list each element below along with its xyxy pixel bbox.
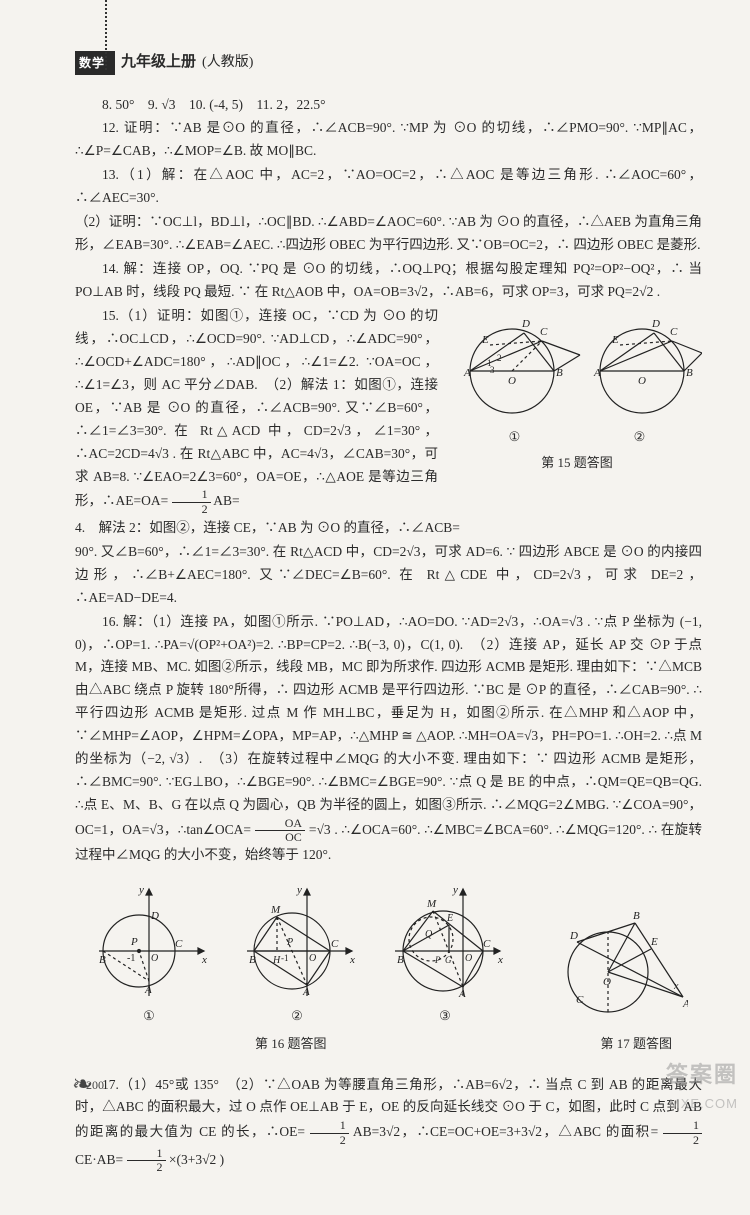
svg-text:D: D: [651, 318, 660, 330]
fig16-2-label: ②: [237, 1005, 357, 1027]
svg-text:B: B: [686, 367, 693, 379]
problem-13-2: （2）证明：∵OC⊥l，BD⊥l，∴OC∥BD. ∴∠ABD=∠AOC=60°.…: [75, 211, 702, 257]
svg-text:A: A: [458, 988, 466, 1000]
svg-text:P: P: [286, 937, 293, 948]
fig16-caption: 第 16 题答图: [255, 1033, 327, 1055]
svg-text:D: D: [150, 910, 159, 922]
problem-17c-text: CE·AB=: [75, 1152, 123, 1167]
svg-text:E: E: [481, 334, 489, 346]
problem-15a-text: 15.（1）证明：如图①，连接 OC，∵CD 为 ⊙O 的切线，∴OC⊥CD，∴…: [75, 308, 438, 508]
svg-text:D: D: [569, 930, 578, 942]
figure-16-2: x y B C M A P H O -1 ②: [237, 881, 357, 1027]
watermark-cn: 答案圈: [666, 1056, 738, 1093]
svg-text:-1: -1: [127, 953, 135, 964]
fig15-label-2: ②: [634, 426, 646, 448]
problem-17d-text: ×(3+3√2 ): [169, 1152, 224, 1167]
svg-text:-1: -1: [281, 953, 289, 963]
svg-text:x: x: [349, 954, 355, 966]
figure-16-3: x y B C M E Q G P O A ③: [385, 881, 505, 1027]
grade-title: 九年级上册: [121, 50, 196, 76]
svg-text:y: y: [138, 884, 144, 896]
svg-text:E: E: [650, 936, 658, 948]
svg-text:x: x: [673, 981, 679, 992]
svg-text:B: B: [249, 954, 256, 966]
svg-text:3: 3: [490, 365, 495, 375]
problem-17: 17.（1）45°或 135° （2）∵△OAB 为等腰直角三角形，∴AB=6√…: [75, 1074, 702, 1175]
svg-text:C: C: [331, 938, 339, 950]
problem-14: 14. 解：连接 OP，OQ. ∵PQ 是 ⊙O 的切线，∴OQ⊥PQ；根据勾股…: [75, 258, 702, 304]
svg-text:B: B: [99, 954, 106, 966]
svg-text:M: M: [426, 898, 437, 910]
svg-text:H: H: [272, 955, 281, 966]
page-header: 数学 九年级上册 (人教版): [75, 50, 702, 76]
problem-12: 12. 证明：∵AB 是⊙O 的直径，∴∠ACB=90°. ∵MP 为 ⊙O 的…: [75, 117, 702, 163]
figure-15-svg: A B C D E O 1 2 3 A: [452, 311, 702, 426]
problem-13-1: 13.（1）解：在△AOC 中，AC=2，∵AO=OC=2，∴△AOC 是等边三…: [75, 164, 702, 210]
svg-text:y: y: [296, 884, 302, 896]
answers-line-8to11: 8. 50° 9. √3 10. (-4, 5) 11. 2，22.5°: [75, 94, 702, 117]
svg-text:E: E: [611, 334, 619, 346]
svg-text:x: x: [201, 954, 207, 966]
watermark: 答案圈 MXE.COM: [666, 1056, 738, 1115]
subject-badge: 数学: [75, 51, 115, 75]
svg-text:G: G: [445, 955, 452, 965]
svg-text:C: C: [483, 938, 491, 950]
figure-16-17-row: x y B C D A P O -1 ①: [75, 881, 702, 1027]
svg-text:O: O: [465, 953, 472, 964]
svg-text:E: E: [446, 913, 453, 924]
problem-16a: 16. 解：（1）连接 PA，如图①所示. ∵PO⊥AD，∴AO=DO. ∵AD…: [75, 611, 702, 868]
fig17-caption: 第 17 题答图: [600, 1033, 672, 1055]
frac-1-2: 12: [172, 488, 211, 515]
figure-15: A B C D E O 1 2 3 A: [452, 311, 702, 474]
page-number: 200: [86, 1075, 104, 1095]
svg-text:B: B: [556, 367, 563, 379]
svg-text:O: O: [151, 953, 158, 964]
frac-oa-oc: OAOC: [255, 817, 305, 844]
frac-half-2: 12: [663, 1119, 702, 1146]
svg-text:M: M: [270, 904, 281, 916]
fig15-label-1: ①: [509, 426, 521, 448]
problem-15b: 4. 解法 2：如图②，连接 CE，∵AB 为 ⊙O 的直径，∴∠ACB=: [75, 517, 702, 540]
svg-text:C: C: [670, 326, 678, 338]
svg-text:A: A: [302, 986, 310, 998]
frac-half-1: 12: [310, 1119, 349, 1146]
svg-text:A: A: [682, 998, 688, 1010]
problem-15c: 90°. 又∠B=60°，∴∠1=∠3=30°. 在 Rt△ACD 中，CD=2…: [75, 541, 702, 610]
figure-16-1: x y B C D A P O -1 ①: [89, 881, 209, 1027]
fig16-3-label: ③: [385, 1005, 505, 1027]
problem-16a-text: 16. 解：（1）连接 PA，如图①所示. ∵PO⊥AD，∴AO=DO. ∵AD…: [75, 614, 702, 837]
svg-text:A: A: [144, 984, 152, 996]
svg-text:B: B: [633, 910, 640, 922]
svg-text:C: C: [175, 938, 183, 950]
svg-text:2: 2: [497, 353, 502, 363]
svg-text:A: A: [593, 367, 601, 379]
problem-15a-tail: AB=: [213, 493, 239, 508]
svg-text:O: O: [309, 953, 316, 964]
svg-text:A: A: [463, 367, 471, 379]
frac-half-3: 12: [127, 1147, 166, 1174]
svg-text:x: x: [497, 954, 503, 966]
svg-text:C: C: [540, 326, 548, 338]
svg-text:O: O: [508, 375, 516, 387]
fig15-caption: 第 15 题答图: [452, 452, 702, 474]
figure-17: A x B D E C O: [553, 907, 688, 1027]
svg-text:y: y: [452, 884, 458, 896]
svg-text:O: O: [603, 976, 611, 988]
svg-text:C: C: [576, 994, 584, 1006]
problem-17b-text: AB=3√2，∴CE=OC+OE=3+3√2，△ABC 的面积=: [353, 1124, 658, 1139]
svg-text:B: B: [397, 954, 404, 966]
svg-text:O: O: [638, 375, 646, 387]
fig16-1-label: ①: [89, 1005, 209, 1027]
svg-text:P: P: [434, 955, 441, 965]
edition-sub: (人教版): [202, 51, 253, 75]
watermark-en: MXE.COM: [666, 1093, 738, 1115]
svg-text:Q: Q: [425, 929, 433, 940]
svg-text:P: P: [130, 936, 138, 948]
svg-text:D: D: [521, 318, 530, 330]
